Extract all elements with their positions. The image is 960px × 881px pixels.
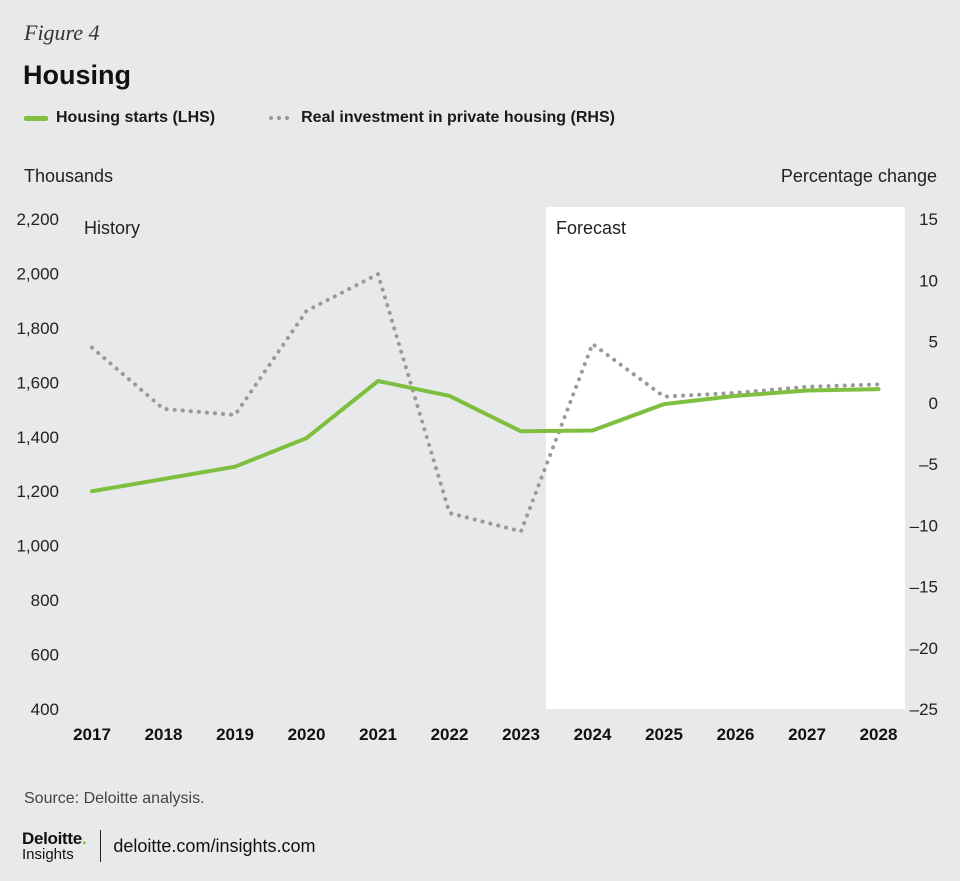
left-axis-title: Thousands [24, 166, 114, 186]
x-tick-label: 2017 [73, 725, 111, 744]
footer-url: deloitte.com/insights.com [113, 835, 316, 856]
x-tick-label: 2022 [431, 725, 469, 744]
logo-subtitle: Insights [22, 846, 74, 863]
x-tick-label: 2021 [359, 725, 397, 744]
source-note: Source: Deloitte analysis. [24, 790, 205, 807]
x-tick-label: 2027 [788, 725, 826, 744]
x-tick-label: 2024 [574, 725, 612, 744]
legend-swatch-solid [24, 115, 48, 121]
x-tick-label: 2023 [502, 725, 540, 744]
forecast-label: Forecast [556, 218, 626, 238]
right-axis-ticks: 15 10 5 0 –5 –10 –15 –20 –25 [910, 210, 938, 719]
series-line-investment [90, 272, 881, 534]
right-tick-label: –5 [919, 455, 938, 474]
legend-label-investment: Real investment in private housing (RHS) [301, 109, 615, 126]
right-tick-label: –25 [910, 700, 938, 719]
x-tick-label: 2018 [145, 725, 183, 744]
left-tick-label: 1,400 [16, 428, 59, 447]
logo-dot: . [81, 829, 87, 848]
right-tick-label: –20 [910, 639, 938, 658]
right-tick-label: –15 [910, 578, 938, 597]
right-tick-label: –10 [910, 516, 938, 535]
forecast-region [546, 207, 905, 709]
footer-divider [100, 830, 102, 862]
series-layer [90, 272, 881, 534]
right-tick-label: 5 [929, 333, 938, 352]
series-line-housing-starts [90, 379, 881, 494]
x-tick-label: 2020 [288, 725, 326, 744]
figure-label: Figure 4 [24, 20, 100, 45]
left-tick-label: 1,800 [16, 319, 59, 338]
left-tick-label: 800 [31, 591, 59, 610]
x-tick-label: 2025 [645, 725, 683, 744]
left-tick-label: 1,600 [16, 373, 59, 392]
right-tick-label: 10 [919, 271, 938, 290]
left-tick-label: 1,000 [16, 537, 59, 556]
right-tick-label: 15 [919, 210, 938, 229]
left-tick-label: 2,200 [16, 210, 59, 229]
right-axis-title: Percentage change [780, 166, 937, 186]
left-tick-label: 2,000 [16, 264, 59, 283]
chart-title: Housing [23, 60, 131, 90]
legend-swatch-dotted [267, 116, 292, 120]
legend-item-investment: Real investment in private housing (RHS) [267, 109, 615, 127]
x-tick-label: 2019 [216, 725, 254, 744]
legend: Housing starts (LHS) Real investment in … [24, 107, 667, 129]
legend-item-housing-starts: Housing starts (LHS) [24, 109, 215, 127]
x-axis-ticks: 2017 2018 2019 2020 2021 2022 2023 2024 2025 2026… [73, 725, 897, 744]
footer: Deloitte. Insights deloitte.com/insights… [22, 830, 315, 862]
left-tick-label: 1,200 [16, 482, 59, 501]
left-tick-label: 400 [31, 700, 59, 719]
x-tick-label: 2028 [860, 725, 898, 744]
right-tick-label: 0 [929, 394, 938, 413]
left-tick-label: 600 [31, 646, 59, 665]
deloitte-insights-logo: Deloitte. Insights [22, 829, 87, 863]
legend-label-housing-starts: Housing starts (LHS) [56, 109, 216, 126]
logo-wordmark: Deloitte [22, 829, 82, 848]
history-label: History [84, 218, 140, 238]
left-axis-ticks: 2,200 2,000 1,800 1,600 1,400 1,200 1,000 800 60… [16, 210, 59, 719]
x-tick-label: 2026 [717, 725, 755, 744]
